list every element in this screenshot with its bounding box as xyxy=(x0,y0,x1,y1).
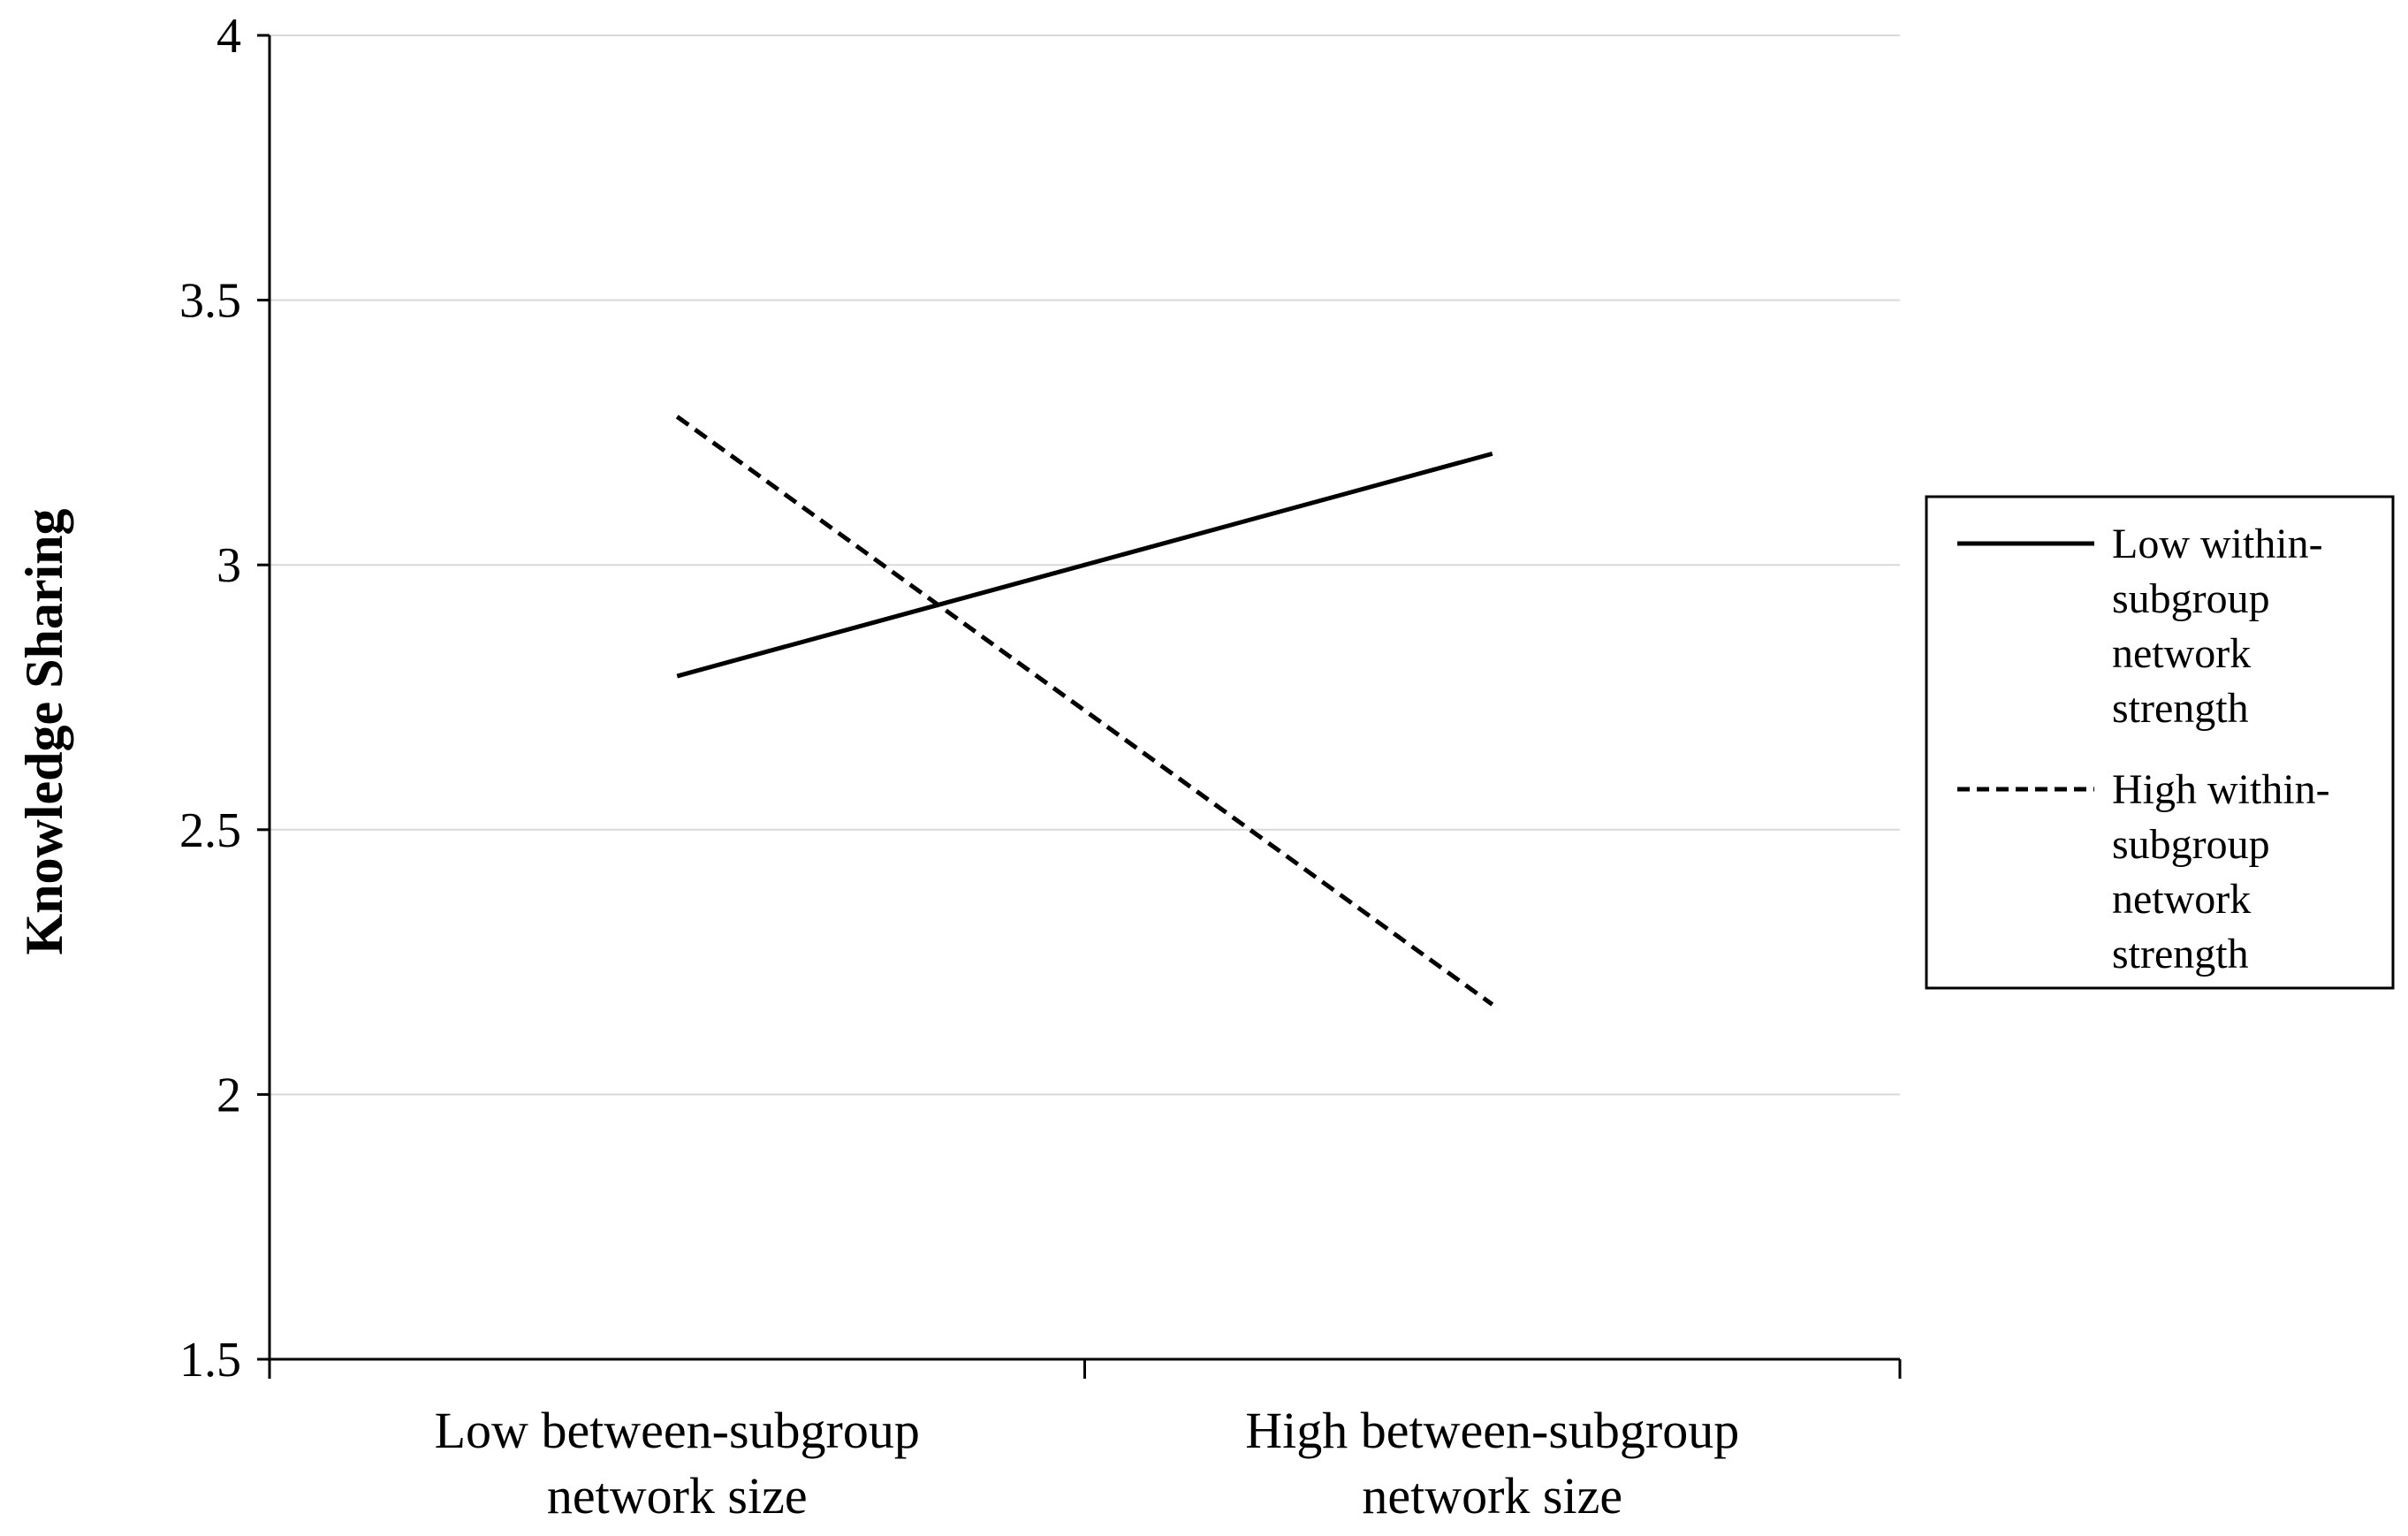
y-tick-label: 3.5 xyxy=(179,274,241,329)
series-line-2 xyxy=(675,414,1494,1007)
legend-box xyxy=(1925,495,2395,990)
y-tick-label: 1.5 xyxy=(179,1333,241,1388)
x-category-label: Low between-subgroup network size xyxy=(435,1402,920,1525)
y-tick-label: 4 xyxy=(216,9,241,64)
series-lines xyxy=(675,414,1494,1007)
x-category-labels: Low between-subgroup network size High bet… xyxy=(435,1402,1740,1525)
legend-items: Low within-subgroup network strength High w… xyxy=(1957,521,2330,977)
y-tick-label: 2 xyxy=(216,1068,241,1122)
axes xyxy=(257,34,1902,1379)
y-axis-label: Knowledge Sharing xyxy=(15,508,73,954)
x-category-label: High between-subgroup network size xyxy=(1245,1402,1739,1525)
y-tick-label: 2.5 xyxy=(179,803,241,858)
legend-label-1: Low within-subgroup network strength xyxy=(2112,521,2323,732)
legend: Low within-subgroup network strength High w… xyxy=(1925,495,2395,990)
y-tick-label: 3 xyxy=(216,538,241,593)
y-tick-labels: 1.5 2 2.5 3 3.5 4 xyxy=(179,9,241,1388)
series-line-1 xyxy=(676,451,1493,679)
legend-label-2: High within-subgroup network strength xyxy=(2112,766,2330,977)
